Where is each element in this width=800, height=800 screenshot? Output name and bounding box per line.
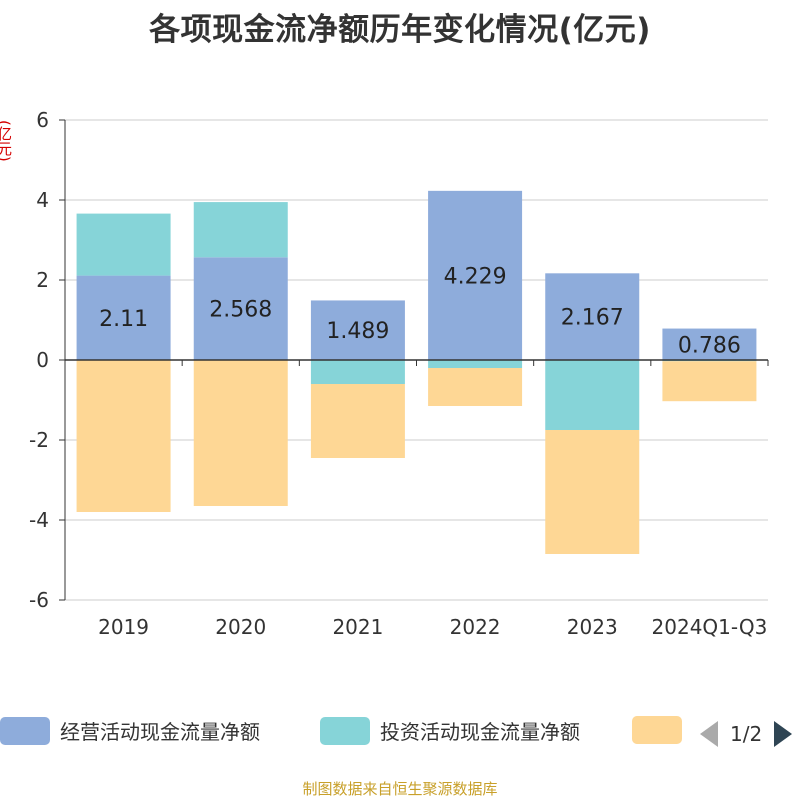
x-tick-label: 2022 — [450, 615, 501, 639]
bar-financing — [545, 430, 640, 554]
x-tick-label: 2023 — [567, 615, 618, 639]
y-tick-label: 4 — [36, 188, 49, 212]
y-tick-label: 2 — [36, 268, 49, 292]
data-label: 1.489 — [326, 319, 389, 344]
bar-financing — [428, 368, 523, 406]
legend: 经营活动现金流量净额 投资活动现金流量净额 1/2 — [0, 716, 800, 752]
y-axis-label: (亿元) — [0, 120, 13, 162]
data-source-note: 制图数据来自恒生聚源数据库 — [302, 780, 498, 798]
legend-swatch-financing — [632, 716, 682, 744]
y-tick-label: -4 — [29, 508, 49, 532]
bar-investing — [76, 213, 171, 276]
bar-operating — [662, 328, 757, 360]
x-tick-label: 2019 — [98, 615, 149, 639]
legend-label-investing: 投资活动现金流量净额 — [380, 720, 580, 744]
bar-investing — [193, 202, 288, 258]
legend-page-indicator: 1/2 — [730, 722, 763, 746]
bar-financing — [310, 384, 405, 458]
data-label: 2.167 — [561, 306, 624, 331]
bar-financing — [76, 360, 171, 512]
legend-pager: 1/2 — [700, 716, 793, 752]
x-tick-label: 2024Q1-Q3 — [652, 615, 768, 639]
bar-investing — [428, 360, 523, 368]
x-tick-label: 2020 — [215, 615, 266, 639]
bar-investing — [545, 360, 640, 430]
legend-swatch-investing — [320, 716, 370, 745]
bar-operating — [310, 300, 405, 360]
legend-label-operating: 经营活动现金流量净额 — [60, 720, 260, 744]
bar-financing — [193, 360, 288, 506]
bar-financing — [662, 361, 757, 402]
bar-operating — [428, 190, 523, 360]
y-tick-label: 0 — [36, 348, 49, 372]
bar-investing — [310, 360, 405, 384]
data-label: 4.229 — [444, 264, 507, 289]
data-label: 2.11 — [99, 307, 148, 332]
bar-operating — [545, 273, 640, 360]
y-tick-label: -6 — [29, 588, 49, 612]
bar-operating — [76, 275, 171, 360]
legend-next-icon[interactable] — [774, 721, 793, 747]
legend-item-operating[interactable]: 经营活动现金流量净额 — [0, 716, 260, 745]
data-label: 2.568 — [209, 298, 272, 323]
bar-operating — [193, 257, 288, 360]
chart-title: 各项现金流净额历年变化情况(亿元) — [149, 12, 651, 48]
y-tick-label: -2 — [29, 428, 49, 452]
y-tick-label: 6 — [36, 108, 49, 132]
legend-item-financing[interactable] — [632, 716, 682, 744]
legend-item-investing[interactable]: 投资活动现金流量净额 — [320, 716, 580, 745]
chart-canvas: 6 4 2 0 -2 -4 -6 2.11 2.568 1.489 4.229 2.167 0.786 2… — [29, 108, 769, 639]
legend-swatch-operating — [0, 716, 50, 745]
legend-prev-icon[interactable] — [700, 721, 718, 747]
x-tick-label: 2021 — [332, 615, 383, 639]
data-label: 0.786 — [678, 333, 741, 358]
